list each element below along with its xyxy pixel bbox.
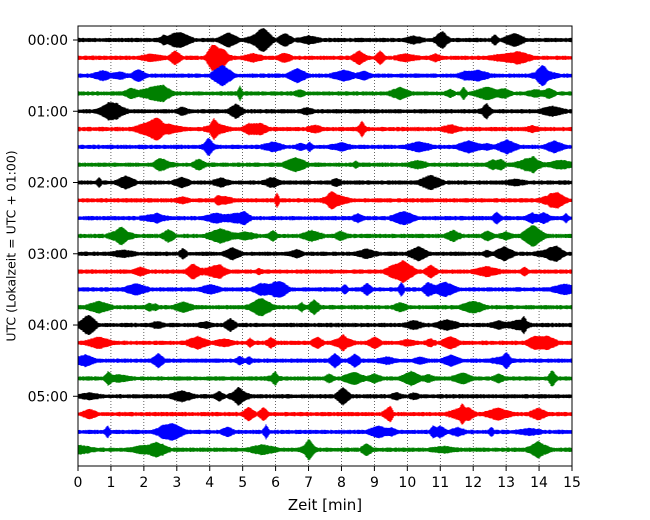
- trace-01-15: [77, 117, 573, 141]
- trace-03-00: [77, 245, 573, 262]
- trace-02-30: [77, 211, 573, 226]
- trace-04-30: [77, 352, 573, 369]
- trace-01-45: [77, 156, 573, 174]
- x-tick-label: 14: [530, 475, 548, 491]
- x-tick-label: 5: [238, 475, 247, 491]
- x-tick-label: 15: [563, 475, 581, 491]
- x-tick-label: 4: [205, 475, 214, 491]
- y-tick-label: 03:00: [28, 247, 68, 263]
- trace-05-00: [77, 386, 573, 406]
- y-tick-label: 04:00: [28, 318, 68, 334]
- trace-01-30: [77, 137, 573, 156]
- y-tick-label: 00:00: [28, 33, 68, 49]
- y-tick-label: 01:00: [28, 104, 68, 120]
- trace-02-15: [77, 191, 573, 210]
- trace-05-15: [77, 403, 573, 425]
- seismic-traces: [77, 28, 573, 461]
- trace-01-00: [77, 102, 573, 121]
- y-axis: 00:00 01:00 02:00 03:00 04:00 05:00: [28, 33, 78, 405]
- x-tick-label: 11: [431, 475, 449, 491]
- trace-04-00: [77, 315, 573, 335]
- y-axis-label: UTC (Lokalzeit = UTC + 01:00): [4, 150, 19, 341]
- trace-04-45: [77, 370, 573, 387]
- x-tick-label: 12: [464, 475, 482, 491]
- plot-frame: [77, 25, 573, 467]
- x-tick-label: 2: [139, 475, 148, 491]
- x-tick-label: 8: [337, 475, 346, 491]
- x-tick-label: 13: [497, 475, 515, 491]
- trace-02-00: [77, 174, 573, 191]
- trace-05-45: [77, 439, 573, 461]
- trace-04-15: [77, 334, 573, 352]
- x-tick-label: 6: [271, 475, 280, 491]
- trace-03-45: [77, 298, 573, 317]
- trace-05-30: [77, 422, 573, 441]
- x-tick-label: 1: [106, 475, 115, 491]
- x-tick-label: 7: [304, 475, 313, 491]
- trace-03-30: [77, 281, 573, 298]
- x-tick-label: 0: [74, 475, 83, 491]
- trace-00-45: [77, 84, 573, 103]
- trace-00-30: [77, 65, 573, 87]
- x-tick-label: 3: [172, 475, 181, 491]
- x-axis: 0 1 2 3 4 5 6 7 8 9 10 11 12 13 14 15: [74, 466, 581, 491]
- trace-00-00: [77, 28, 573, 52]
- trace-00-15: [77, 44, 573, 71]
- x-axis-label: Zeit [min]: [288, 496, 362, 514]
- x-tick-label: 10: [398, 475, 416, 491]
- y-tick-label: 02:00: [28, 176, 68, 192]
- x-tick-label: 9: [370, 475, 379, 491]
- trace-02-45: [77, 225, 573, 247]
- trace-03-15: [77, 260, 573, 284]
- y-tick-label: 05:00: [28, 389, 68, 405]
